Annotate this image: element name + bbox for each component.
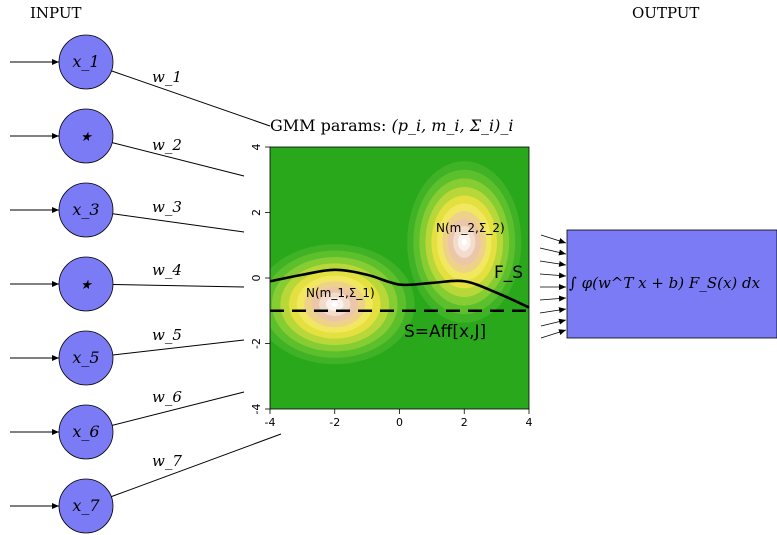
gauss1-contour <box>331 301 339 307</box>
x-tick-label: -4 <box>265 416 276 429</box>
input-node <box>58 108 114 164</box>
weight-connection <box>111 70 271 127</box>
gmm-density-plot: -4 -2 0 2 4 -4 -2 0 2 4 N(m_2,Σ_2) N(m_1,Σ_1) F_S… <box>250 144 533 430</box>
y-tick-label: 0 <box>250 275 263 282</box>
weight-label: w_5 <box>152 326 182 344</box>
gmm-params-title: GMM params: (p_i, m_i, Σ_i)_i <box>270 116 514 135</box>
input-node-label: x_6 <box>72 422 99 441</box>
y-tick-label: -4 <box>250 404 263 415</box>
weight-label: w_6 <box>152 388 182 406</box>
input-node <box>58 34 114 90</box>
gauss1-label: N(m_1,Σ_1) <box>306 286 375 300</box>
input-node-label: x_1 <box>72 52 99 71</box>
weight-label: w_3 <box>152 198 182 216</box>
input-node-label: ★ <box>80 130 93 145</box>
input-node-label: ★ <box>80 278 93 293</box>
output-input-arrow <box>539 260 567 267</box>
y-tick-label: 2 <box>250 209 263 216</box>
x-tick-label: 0 <box>396 416 403 429</box>
input-node <box>58 256 114 312</box>
weight-label: w_2 <box>152 136 182 154</box>
output-box <box>566 229 777 339</box>
output-input-arrow <box>539 247 567 256</box>
weight-label: w_4 <box>152 261 182 279</box>
input-node <box>58 404 114 460</box>
input-nodes: x_1 w_1 ★ w_2 x_3 w_3 ★ w_4 x_5 w_5 x_6 w_6 x_7 w_7 <box>10 34 282 534</box>
axis-ticks: -4 -2 0 2 4 -4 -2 0 2 4 <box>250 144 533 430</box>
gauss2-contour <box>461 238 467 246</box>
output-formula: ∫ φ(w^T x + b) F_S(x) dx <box>569 274 761 292</box>
weight-connection <box>112 284 245 288</box>
output-label: OUTPUT <box>632 4 699 22</box>
s-line-label: S=Aff[x,J] <box>404 322 486 342</box>
input-label: INPUT <box>30 4 82 22</box>
output-arrows <box>539 234 567 339</box>
x-tick-label: -2 <box>329 416 340 429</box>
weight-connection <box>112 339 245 356</box>
weight-label: w_1 <box>152 68 182 86</box>
output-input-arrow <box>540 234 567 244</box>
weight-connection <box>111 433 282 498</box>
fs-curve <box>269 268 530 309</box>
input-node-label: x_3 <box>72 200 99 219</box>
density-heatmap <box>270 147 529 409</box>
x-tick-label: 4 <box>526 416 533 429</box>
gauss2-label: N(m_2,Σ_2) <box>436 221 505 235</box>
y-tick-label: -2 <box>250 338 263 349</box>
fs-label: F_S <box>494 263 523 283</box>
output-input-arrow <box>539 295 567 302</box>
weight-connection <box>112 391 245 426</box>
output-input-arrow <box>539 272 567 279</box>
weight-label: w_7 <box>152 452 182 470</box>
output-input-arrow <box>540 318 567 327</box>
input-node <box>58 330 114 386</box>
input-node <box>58 182 114 238</box>
output-input-arrow <box>540 329 567 339</box>
weight-connection <box>112 213 245 233</box>
input-node <box>58 478 114 534</box>
x-tick-label: 2 <box>461 416 468 429</box>
output-input-arrow <box>539 307 567 314</box>
input-node-label: x_7 <box>72 496 100 515</box>
weight-connection <box>112 142 245 177</box>
input-node-label: x_5 <box>72 348 99 367</box>
y-tick-label: 4 <box>250 144 263 151</box>
